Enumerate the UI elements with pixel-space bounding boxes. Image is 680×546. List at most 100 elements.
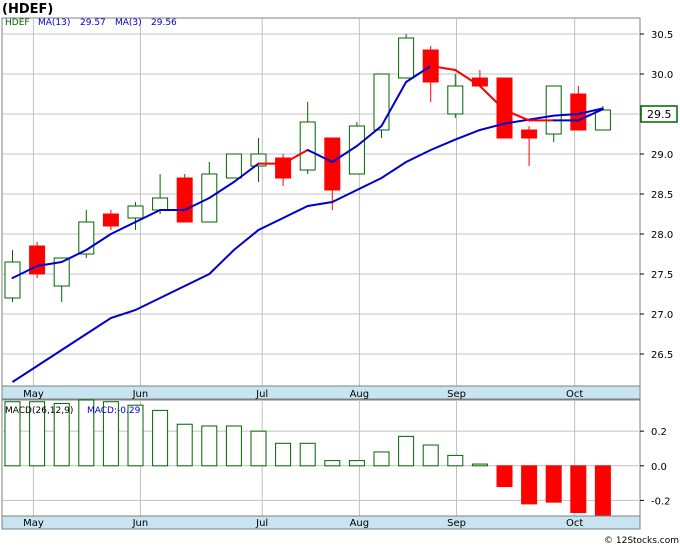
ma-slow-segment	[60, 249, 88, 263]
candle-up	[152, 197, 169, 211]
macd-bar-negative	[570, 465, 587, 514]
ma-slow-segment	[109, 221, 137, 235]
macd-bar-positive	[299, 442, 316, 467]
ma-slow-segment	[355, 125, 383, 147]
ma-slow-segment	[134, 209, 162, 223]
ma-slow-segment	[429, 65, 457, 71]
macd-month-label: Aug	[350, 518, 370, 529]
macd-month-label: Sep	[447, 518, 466, 529]
ma-slow-segment	[282, 149, 309, 165]
price-legend: HDEF MA(13) 29.57 MA(3) 29.56	[5, 18, 177, 28]
last-price-label: 29.5	[647, 108, 672, 121]
ma-slow-segment	[36, 261, 63, 267]
price-month-label: Jul	[255, 389, 268, 400]
ma-fast-line	[11, 107, 604, 383]
candle-down	[29, 245, 46, 275]
ma-slow-segment	[503, 109, 531, 122]
price-tick-label: 30.0	[651, 70, 673, 81]
legend-ma-slow-value: 29.56	[151, 18, 177, 28]
macd-bar-negative	[594, 465, 611, 517]
ma-slow-segment	[85, 233, 112, 251]
legend-symbol: HDEF	[5, 18, 30, 28]
macd-bar-positive	[422, 444, 439, 467]
macd-tick-label: 0.0	[651, 462, 667, 473]
candle-down	[521, 129, 538, 139]
price-tick-label: 27.0	[651, 310, 673, 321]
macd-legend-label: MACD(26,12,9)	[5, 406, 73, 416]
macd-month-axis	[1, 515, 641, 530]
watermark: © 12Stocks.com	[604, 536, 679, 546]
macd-bar-positive	[275, 442, 292, 467]
price-tick-label: 27.5	[651, 270, 673, 281]
price-tick-label: 29.0	[651, 150, 673, 161]
macd-bar-positive	[373, 451, 390, 467]
ma-slow-segment	[405, 65, 432, 83]
macd-bar-positive	[348, 460, 365, 467]
candle-up	[78, 221, 95, 255]
macd-bar-negative	[521, 465, 538, 505]
candle-up	[225, 153, 242, 179]
macd-legend: MACD(26,12,9) MACD:-0.29	[5, 406, 141, 416]
candle-up	[447, 85, 464, 115]
macd-month-label: Oct	[566, 518, 583, 529]
macd-bar-positive	[53, 402, 70, 467]
macd-bar-positive	[152, 409, 169, 467]
candle-down	[102, 213, 119, 227]
price-tick-label: 28.5	[651, 190, 673, 201]
candle-up	[299, 121, 316, 171]
ma-slow-segment	[454, 69, 481, 87]
candle-up	[545, 85, 562, 135]
macd-bar-positive	[225, 425, 242, 467]
ma-slow-segment	[232, 162, 260, 183]
macd-bar-positive	[78, 399, 95, 467]
price-plot-area	[1, 17, 641, 387]
ma-slow-segment	[577, 108, 604, 122]
macd-bar-positive	[201, 425, 218, 467]
ma-slow-segment	[306, 149, 334, 163]
price-month-label: Sep	[447, 389, 466, 400]
candle-up	[398, 37, 415, 79]
candle-down	[176, 177, 193, 223]
candle-up	[594, 109, 611, 131]
macd-tick-label: -0.2	[651, 496, 671, 507]
macd-bar-positive	[29, 401, 46, 467]
ma-slow-segment	[331, 145, 358, 163]
ma-slow-segment	[11, 265, 39, 279]
candle-down	[496, 77, 513, 139]
macd-bar-negative	[545, 465, 562, 503]
price-month-label: Oct	[566, 389, 583, 400]
price-month-axis	[1, 385, 641, 400]
candle-up	[53, 257, 70, 287]
last-price-marker	[640, 105, 678, 123]
macd-bar-positive	[176, 423, 193, 467]
price-panel: 26.5 27.0 27.5 28.0 28.5 29.0 29.5 30.0 30.5 29.5…	[1, 17, 678, 400]
legend-ma-fast-value: 29.57	[80, 18, 106, 28]
macd-panel: -0.2 0.0 0.2 May Jun Jul Aug Sep Oct	[1, 399, 671, 530]
price-tick-label: 26.5	[651, 350, 673, 361]
macd-bar-positive	[250, 430, 267, 467]
macd-legend-value: MACD:-0.29	[87, 406, 141, 416]
legend-ma-fast-label: MA(13)	[38, 18, 70, 28]
price-month-label: Aug	[350, 389, 370, 400]
macd-bar-positive	[471, 463, 488, 467]
price-tick-label: 28.0	[651, 230, 673, 241]
macd-month-label: Jul	[255, 518, 268, 529]
candle-down	[324, 137, 341, 191]
price-month-label: May	[23, 389, 44, 400]
macd-bar-positive	[102, 401, 119, 467]
macd-month-label: May	[23, 518, 44, 529]
macd-bar-negative	[496, 465, 513, 488]
ma-slow-segment	[478, 85, 506, 111]
macd-bar-positive	[398, 435, 415, 467]
chart-title: (HDEF)	[2, 2, 53, 17]
candle-up	[4, 261, 21, 299]
price-month-label: Jun	[132, 389, 149, 400]
legend-ma-slow-label: MA(3)	[115, 18, 142, 28]
macd-bar-positive	[127, 404, 144, 467]
macd-bar-positive	[4, 401, 21, 467]
macd-tick-label: 0.2	[651, 427, 667, 438]
ma-slow-segment	[380, 81, 408, 127]
candle-up	[373, 73, 390, 131]
